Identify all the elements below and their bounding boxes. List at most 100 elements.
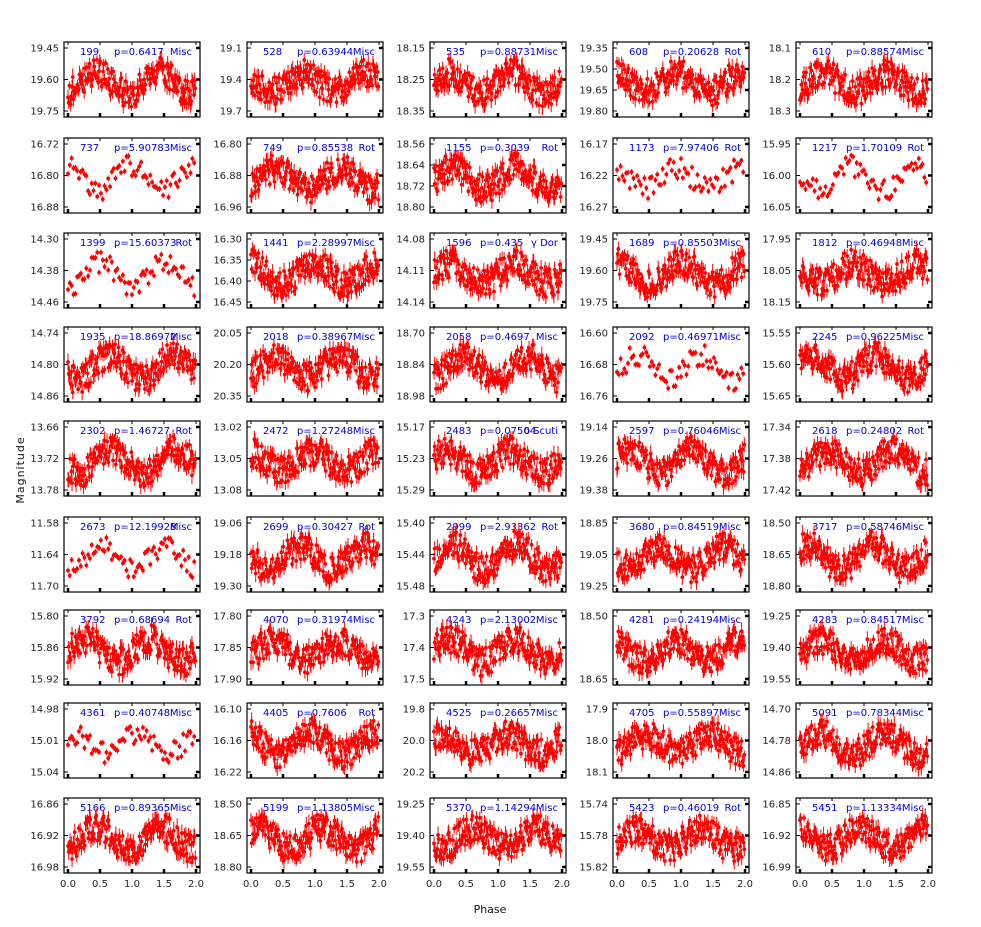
data-point: [71, 75, 75, 79]
data-point: [511, 67, 515, 71]
data-point: [452, 70, 456, 74]
data-point: [263, 282, 267, 286]
period-label: p=1.70109: [846, 143, 902, 154]
data-point: [270, 154, 274, 158]
data-point: [302, 263, 306, 267]
data-point: [466, 281, 470, 285]
data-point: [489, 183, 493, 187]
data-point: [257, 183, 261, 187]
data-point: [903, 71, 907, 75]
data-point: [437, 68, 441, 72]
data-point: [134, 174, 138, 178]
data-points: [615, 55, 746, 112]
data-point: [468, 73, 472, 77]
data-point: [629, 280, 633, 284]
data-point: [138, 73, 142, 77]
data-point: [719, 186, 723, 190]
star-id-label: 199: [80, 47, 99, 58]
class-label: Misc: [902, 238, 924, 249]
data-point: [674, 66, 678, 70]
y-tick-label: 19.45: [579, 235, 608, 246]
y-tick-label: 18.3: [769, 107, 791, 118]
data-point: [855, 161, 859, 165]
data-point: [456, 67, 460, 71]
data-point: [79, 272, 83, 276]
data-point: [102, 77, 106, 81]
data-point: [728, 166, 732, 170]
data-point: [333, 77, 337, 81]
data-point: [349, 168, 353, 172]
data-point: [914, 96, 918, 100]
data-point: [818, 187, 822, 191]
data-point: [444, 155, 448, 159]
data-point: [726, 82, 730, 86]
data-point: [189, 284, 193, 288]
data-point: [626, 254, 630, 258]
data-point: [477, 188, 481, 192]
data-point: [370, 186, 374, 190]
data-point: [321, 87, 325, 91]
data-point: [294, 82, 298, 86]
data-point: [907, 98, 911, 102]
data-point: [458, 172, 462, 176]
data-point: [324, 80, 328, 84]
data-point: [861, 85, 865, 89]
data-point: [487, 288, 491, 292]
data-point: [81, 73, 85, 77]
data-point: [691, 73, 695, 77]
data-point: [836, 284, 840, 288]
y-tick-label: 14.08: [396, 235, 425, 246]
y-tick-label: 19.7: [220, 107, 242, 118]
data-point: [849, 101, 853, 105]
data-point: [298, 171, 302, 175]
data-point: [833, 287, 837, 291]
data-point: [123, 281, 127, 285]
data-point: [323, 253, 327, 257]
data-point: [370, 84, 374, 88]
data-point: [822, 81, 826, 85]
data-point: [135, 98, 139, 102]
data-point: [664, 172, 668, 176]
data-point: [110, 260, 114, 264]
data-point: [345, 155, 349, 159]
y-tick-label: 19.50: [579, 65, 608, 76]
data-point: [111, 89, 115, 93]
period-label: p=0.63944: [297, 47, 353, 58]
data-point: [374, 258, 378, 262]
data-point: [509, 177, 513, 181]
data-point: [312, 63, 316, 67]
data-point: [125, 292, 129, 296]
data-point: [143, 88, 147, 92]
data-point: [489, 98, 493, 102]
data-point: [495, 169, 499, 173]
data-point: [915, 166, 919, 170]
data-point: [622, 179, 626, 183]
data-point: [901, 179, 905, 183]
data-point: [644, 186, 648, 190]
data-point: [364, 255, 368, 259]
data-point: [345, 94, 349, 98]
data-point: [515, 59, 519, 63]
data-point: [848, 86, 852, 90]
y-tick-label: 19.75: [30, 107, 59, 118]
data-point: [803, 275, 807, 279]
y-tick-label: 14.30: [30, 235, 59, 246]
data-point: [287, 289, 291, 293]
y-tick-label: 15.95: [762, 140, 791, 151]
data-point: [147, 282, 151, 286]
data-point: [328, 185, 332, 189]
data-point: [657, 270, 661, 274]
data-point: [264, 178, 268, 182]
data-point: [739, 159, 743, 163]
data-point: [868, 186, 872, 190]
data-point: [800, 280, 804, 284]
period-label: p=0.3039: [480, 143, 530, 154]
data-point: [440, 273, 444, 277]
data-point: [825, 289, 829, 293]
data-point: [443, 261, 447, 265]
y-tick-label: 16.96: [213, 203, 242, 214]
class-label: Rot: [724, 47, 741, 58]
data-point: [559, 181, 563, 185]
